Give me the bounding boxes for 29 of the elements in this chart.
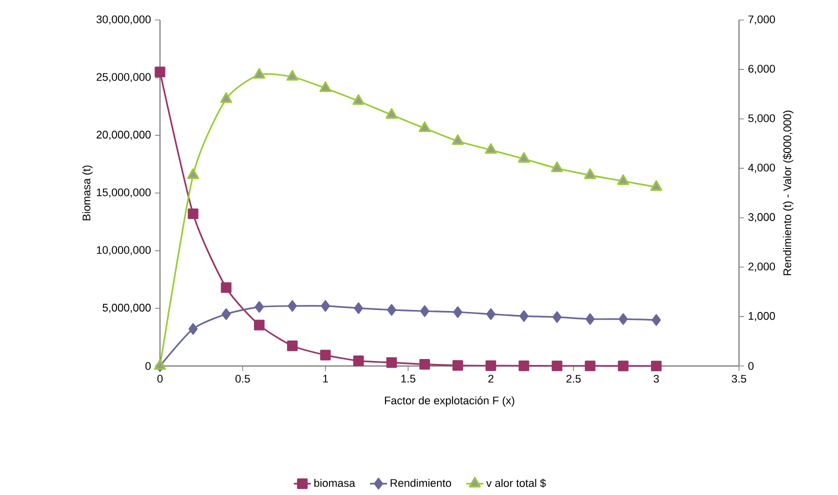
y2-axis-title: Rendimiento (t) - Valor ($000,000): [782, 110, 794, 276]
y2-tick-label: 3,000: [748, 213, 775, 222]
y-tick-label: 20,000,000: [96, 130, 151, 140]
y-tick-label: 15,000,000: [96, 188, 151, 198]
y-tick-label: 25,000,000: [96, 73, 151, 82]
x-tick-label: 3.5: [732, 374, 746, 383]
legend-label: Rendimiento: [390, 478, 452, 487]
y2-tick-label: 0: [748, 362, 754, 370]
x-tick-label: 0.5: [236, 374, 250, 383]
legend-label: biomasa: [314, 478, 356, 487]
y2-tick-label: 2,000: [748, 262, 775, 272]
x-tick-label: 2: [488, 374, 494, 383]
y2-tick-label: 1,000: [748, 312, 775, 322]
x-tick-label: 3: [654, 374, 659, 383]
x-axis-title: Factor de explotación F (x): [384, 396, 514, 407]
x-tick-label: 0: [157, 374, 163, 383]
y-tick-label: 5,000,000: [102, 304, 151, 313]
y-axis-title: Biomasa (t): [82, 166, 93, 220]
x-tick-label: 2.5: [566, 374, 581, 383]
x-tick-label: 1.5: [401, 374, 416, 383]
y2-tick-label: 6,000: [748, 64, 775, 74]
y2-tick-label: 4,000: [748, 164, 775, 173]
legend-label: v alor total $: [486, 478, 546, 488]
y2-tick-label: 5,000: [748, 114, 775, 124]
y-tick-label: 10,000,000: [96, 246, 151, 256]
x-tick-label: 1: [323, 374, 328, 382]
y-tick-label: 30,000,000: [96, 15, 151, 25]
y2-tick-label: 7,000: [748, 15, 775, 25]
y-tick-label: 0: [145, 362, 151, 370]
